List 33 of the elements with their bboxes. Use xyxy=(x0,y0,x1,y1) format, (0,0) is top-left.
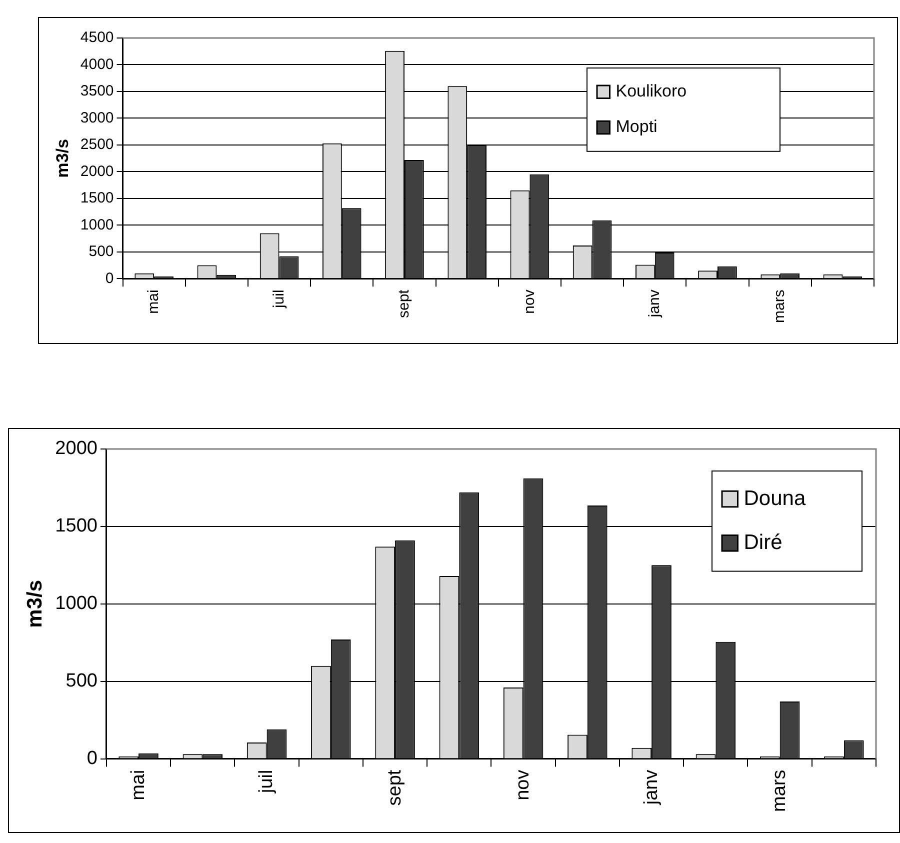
y-tick-label: 4500 xyxy=(80,29,114,46)
y-tick-label: 500 xyxy=(88,243,114,260)
x-tick-label: juil xyxy=(256,770,278,794)
x-tick-label: nov xyxy=(512,769,534,800)
y-tick-label: 3000 xyxy=(80,109,114,126)
legend-label: Douna xyxy=(744,486,806,510)
y-tick-label: 3500 xyxy=(80,82,114,100)
y-tick-label: 4000 xyxy=(80,56,114,73)
y-tick-label: 1500 xyxy=(80,190,114,207)
legend-label: Koulikoro xyxy=(616,82,687,101)
y-axis-title: m3/s xyxy=(52,138,72,178)
x-tick-label: sept xyxy=(396,288,413,318)
x-tick-label: mars xyxy=(771,290,788,324)
y-tick-label: 1500 xyxy=(55,516,98,537)
legend-label: Mopti xyxy=(616,117,658,136)
y-tick-label: 1000 xyxy=(80,216,114,234)
y-tick-label: 2000 xyxy=(55,438,98,460)
y-tick-label: 2500 xyxy=(80,136,114,154)
x-tick-label: mars xyxy=(769,770,790,812)
y-tick-label: 1000 xyxy=(55,593,98,614)
x-tick-label: mai xyxy=(128,770,149,800)
y-tick-label: 2000 xyxy=(80,162,114,180)
y-axis-title: m3/s xyxy=(23,580,46,628)
x-tick-label: mai xyxy=(145,290,162,314)
y-tick-label: 500 xyxy=(66,670,98,692)
y-tick-label: 0 xyxy=(105,270,114,287)
x-tick-label: janv xyxy=(646,289,664,318)
x-tick-label: juil xyxy=(270,290,288,310)
x-tick-label: janv xyxy=(640,769,662,806)
y-tick-label: 0 xyxy=(86,748,98,770)
x-tick-label: nov xyxy=(520,289,538,314)
x-tick-label: sept xyxy=(384,769,406,806)
legend-label: Diré xyxy=(744,530,782,554)
